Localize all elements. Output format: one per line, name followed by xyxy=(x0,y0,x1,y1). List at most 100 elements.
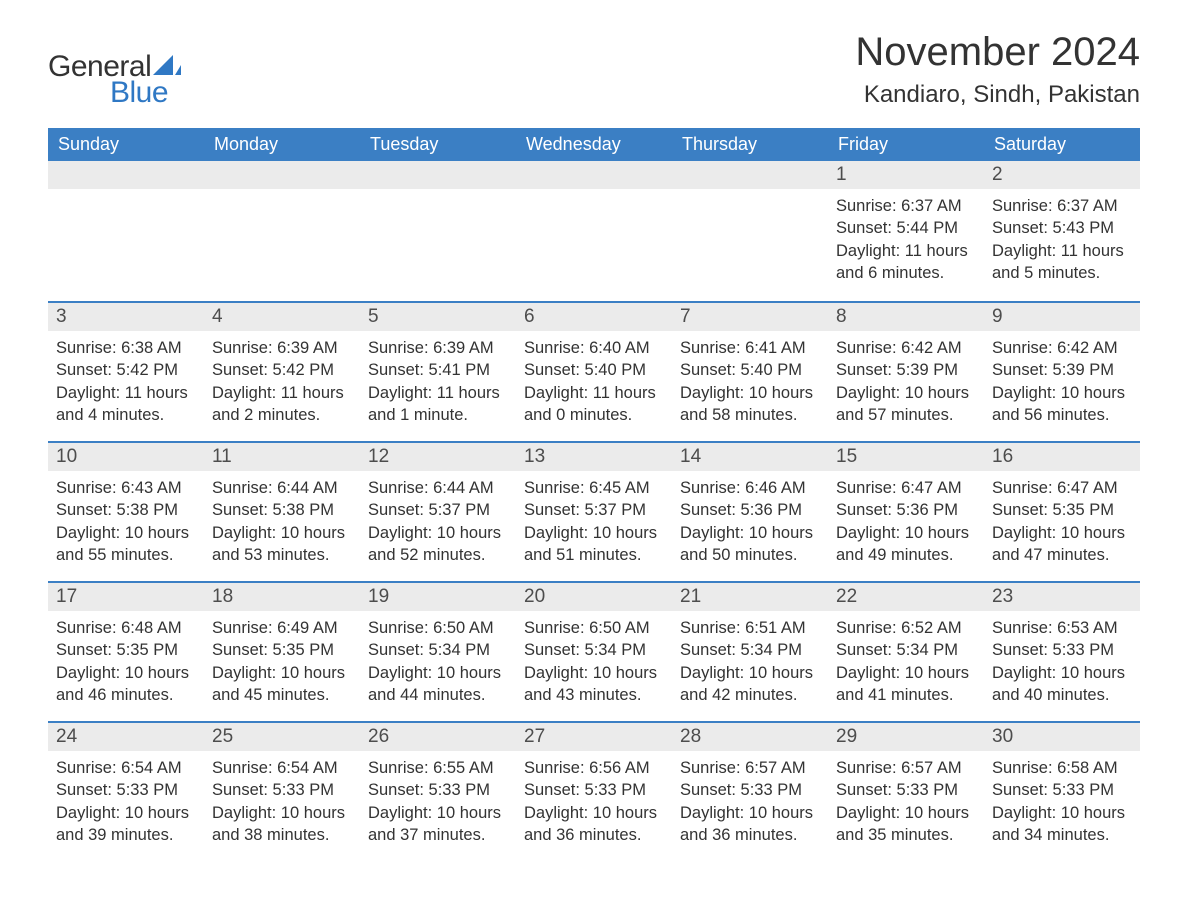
daylight-text: Daylight: 10 hours and 45 minutes. xyxy=(212,662,352,707)
sunrise-text: Sunrise: 6:54 AM xyxy=(212,757,352,779)
day-header: Thursday xyxy=(672,128,828,161)
day-number: 24 xyxy=(48,721,204,751)
day-number: 30 xyxy=(984,721,1140,751)
sunset-text: Sunset: 5:40 PM xyxy=(680,359,820,381)
day-cell: 19Sunrise: 6:50 AMSunset: 5:34 PMDayligh… xyxy=(360,581,516,721)
empty-day-bar xyxy=(48,161,204,189)
day-cell: 30Sunrise: 6:58 AMSunset: 5:33 PMDayligh… xyxy=(984,721,1140,861)
day-content: Sunrise: 6:41 AMSunset: 5:40 PMDaylight:… xyxy=(672,331,828,432)
day-content: Sunrise: 6:53 AMSunset: 5:33 PMDaylight:… xyxy=(984,611,1140,712)
day-content: Sunrise: 6:51 AMSunset: 5:34 PMDaylight:… xyxy=(672,611,828,712)
day-number: 18 xyxy=(204,581,360,611)
day-cell: 23Sunrise: 6:53 AMSunset: 5:33 PMDayligh… xyxy=(984,581,1140,721)
daylight-text: Daylight: 10 hours and 50 minutes. xyxy=(680,522,820,567)
day-content: Sunrise: 6:40 AMSunset: 5:40 PMDaylight:… xyxy=(516,331,672,432)
location: Kandiaro, Sindh, Pakistan xyxy=(855,81,1140,109)
day-cell: 3Sunrise: 6:38 AMSunset: 5:42 PMDaylight… xyxy=(48,301,204,441)
day-cell: 27Sunrise: 6:56 AMSunset: 5:33 PMDayligh… xyxy=(516,721,672,861)
sunset-text: Sunset: 5:40 PM xyxy=(524,359,664,381)
day-number: 9 xyxy=(984,301,1140,331)
day-cell: 17Sunrise: 6:48 AMSunset: 5:35 PMDayligh… xyxy=(48,581,204,721)
day-number: 23 xyxy=(984,581,1140,611)
day-number: 21 xyxy=(672,581,828,611)
day-number: 27 xyxy=(516,721,672,751)
daylight-text: Daylight: 11 hours and 5 minutes. xyxy=(992,240,1132,285)
day-cell: 4Sunrise: 6:39 AMSunset: 5:42 PMDaylight… xyxy=(204,301,360,441)
day-header: Tuesday xyxy=(360,128,516,161)
sunrise-text: Sunrise: 6:42 AM xyxy=(836,337,976,359)
day-cell xyxy=(516,161,672,301)
daylight-text: Daylight: 10 hours and 52 minutes. xyxy=(368,522,508,567)
sunset-text: Sunset: 5:42 PM xyxy=(212,359,352,381)
sunset-text: Sunset: 5:33 PM xyxy=(524,779,664,801)
day-number: 11 xyxy=(204,441,360,471)
sunrise-text: Sunrise: 6:55 AM xyxy=(368,757,508,779)
day-cell: 11Sunrise: 6:44 AMSunset: 5:38 PMDayligh… xyxy=(204,441,360,581)
day-cell: 5Sunrise: 6:39 AMSunset: 5:41 PMDaylight… xyxy=(360,301,516,441)
day-number: 28 xyxy=(672,721,828,751)
day-content: Sunrise: 6:49 AMSunset: 5:35 PMDaylight:… xyxy=(204,611,360,712)
daylight-text: Daylight: 10 hours and 42 minutes. xyxy=(680,662,820,707)
daylight-text: Daylight: 10 hours and 46 minutes. xyxy=(56,662,196,707)
sunrise-text: Sunrise: 6:50 AM xyxy=(368,617,508,639)
sunset-text: Sunset: 5:34 PM xyxy=(680,639,820,661)
week-row: 10Sunrise: 6:43 AMSunset: 5:38 PMDayligh… xyxy=(48,441,1140,581)
daylight-text: Daylight: 10 hours and 34 minutes. xyxy=(992,802,1132,847)
day-cell: 6Sunrise: 6:40 AMSunset: 5:40 PMDaylight… xyxy=(516,301,672,441)
day-content: Sunrise: 6:45 AMSunset: 5:37 PMDaylight:… xyxy=(516,471,672,572)
day-content: Sunrise: 6:37 AMSunset: 5:43 PMDaylight:… xyxy=(984,189,1140,290)
week-row: 24Sunrise: 6:54 AMSunset: 5:33 PMDayligh… xyxy=(48,721,1140,861)
day-content: Sunrise: 6:38 AMSunset: 5:42 PMDaylight:… xyxy=(48,331,204,432)
page-header: General Blue November 2024 Kandiaro, Sin… xyxy=(48,30,1140,110)
day-cell: 26 Sunrise: 6:55 AMSunset: 5:33 PMDayligh… xyxy=(360,721,516,861)
day-content: Sunrise: 6:39 AMSunset: 5:42 PMDaylight:… xyxy=(204,331,360,432)
daylight-text: Daylight: 10 hours and 49 minutes. xyxy=(836,522,976,567)
day-number: 16 xyxy=(984,441,1140,471)
day-header: Monday xyxy=(204,128,360,161)
sunset-text: Sunset: 5:33 PM xyxy=(56,779,196,801)
day-content: Sunrise: 6:54 AMSunset: 5:33 PMDaylight:… xyxy=(204,751,360,852)
sunset-text: Sunset: 5:44 PM xyxy=(836,217,976,239)
day-cell: 22Sunrise: 6:52 AMSunset: 5:34 PMDayligh… xyxy=(828,581,984,721)
day-content: Sunrise: 6:54 AMSunset: 5:33 PMDaylight:… xyxy=(48,751,204,852)
daylight-text: Daylight: 10 hours and 37 minutes. xyxy=(368,802,508,847)
header-right: November 2024 Kandiaro, Sindh, Pakistan xyxy=(855,30,1140,109)
week-row: 1Sunrise: 6:37 AMSunset: 5:44 PMDaylight… xyxy=(48,161,1140,301)
sunset-text: Sunset: 5:43 PM xyxy=(992,217,1132,239)
day-cell xyxy=(672,161,828,301)
day-cell: 29Sunrise: 6:57 AMSunset: 5:33 PMDayligh… xyxy=(828,721,984,861)
day-content: Sunrise: 6:57 AMSunset: 5:33 PMDaylight:… xyxy=(828,751,984,852)
sunset-text: Sunset: 5:33 PM xyxy=(368,779,508,801)
day-content: Sunrise: 6:37 AMSunset: 5:44 PMDaylight:… xyxy=(828,189,984,290)
empty-day-bar xyxy=(516,161,672,189)
daylight-text: Daylight: 10 hours and 57 minutes. xyxy=(836,382,976,427)
sunset-text: Sunset: 5:35 PM xyxy=(56,639,196,661)
daylight-text: Daylight: 11 hours and 6 minutes. xyxy=(836,240,976,285)
day-content: Sunrise: 6:39 AMSunset: 5:41 PMDaylight:… xyxy=(360,331,516,432)
calendar-table: SundayMondayTuesdayWednesdayThursdayFrid… xyxy=(48,128,1140,861)
day-content: Sunrise: 6:44 AMSunset: 5:37 PMDaylight:… xyxy=(360,471,516,572)
daylight-text: Daylight: 10 hours and 36 minutes. xyxy=(680,802,820,847)
day-header-row: SundayMondayTuesdayWednesdayThursdayFrid… xyxy=(48,128,1140,161)
day-number: 26 xyxy=(360,721,516,751)
sunrise-text: Sunrise: 6:58 AM xyxy=(992,757,1132,779)
day-cell: 1Sunrise: 6:37 AMSunset: 5:44 PMDaylight… xyxy=(828,161,984,301)
day-cell: 7Sunrise: 6:41 AMSunset: 5:40 PMDaylight… xyxy=(672,301,828,441)
logo: General Blue xyxy=(48,30,183,110)
day-header: Wednesday xyxy=(516,128,672,161)
sunrise-text: Sunrise: 6:38 AM xyxy=(56,337,196,359)
day-cell xyxy=(204,161,360,301)
sunset-text: Sunset: 5:33 PM xyxy=(680,779,820,801)
day-cell: 16Sunrise: 6:47 AMSunset: 5:35 PMDayligh… xyxy=(984,441,1140,581)
sunrise-text: Sunrise: 6:54 AM xyxy=(56,757,196,779)
day-number: 1 xyxy=(828,161,984,189)
sunset-text: Sunset: 5:41 PM xyxy=(368,359,508,381)
day-content: Sunrise: 6:47 AMSunset: 5:36 PMDaylight:… xyxy=(828,471,984,572)
daylight-text: Daylight: 11 hours and 1 minute. xyxy=(368,382,508,427)
daylight-text: Daylight: 10 hours and 35 minutes. xyxy=(836,802,976,847)
day-content: Sunrise: 6:42 AMSunset: 5:39 PMDaylight:… xyxy=(984,331,1140,432)
day-number: 8 xyxy=(828,301,984,331)
day-header: Sunday xyxy=(48,128,204,161)
sunrise-text: Sunrise: 6:47 AM xyxy=(992,477,1132,499)
day-number: 2 xyxy=(984,161,1140,189)
